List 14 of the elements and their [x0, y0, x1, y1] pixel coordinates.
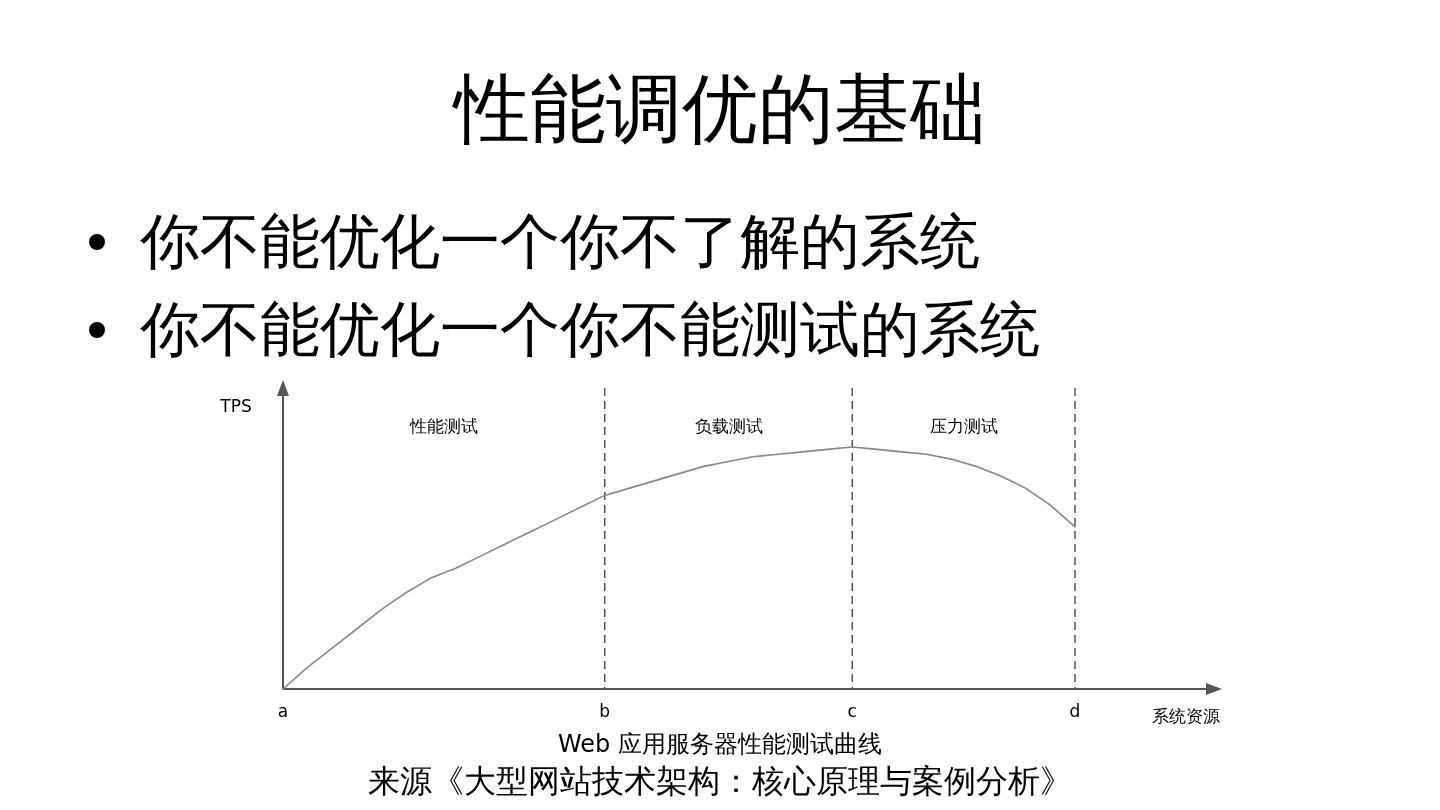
title: 性能调优的基础	[454, 64, 986, 153]
xtick: a	[277, 701, 289, 721]
xtick: d	[1069, 701, 1081, 721]
caption: 来源《大型网站技术架构：核心原理与案例分析》	[368, 762, 1072, 800]
section-label: 负载测试	[694, 416, 763, 436]
section-label: 压力测试	[929, 416, 998, 436]
bullet: 你不能优化一个你不了解的系统	[140, 206, 980, 276]
ylabel: TPS	[220, 396, 252, 416]
xtick: b	[599, 701, 611, 721]
section-label: 性能测试	[409, 416, 478, 436]
caption: Web 应用服务器性能测试曲线	[558, 730, 882, 758]
xlabel: 系统资源	[1152, 706, 1220, 726]
bullet: 你不能优化一个你不能测试的系统	[140, 294, 1040, 364]
xtick: c	[847, 701, 857, 721]
